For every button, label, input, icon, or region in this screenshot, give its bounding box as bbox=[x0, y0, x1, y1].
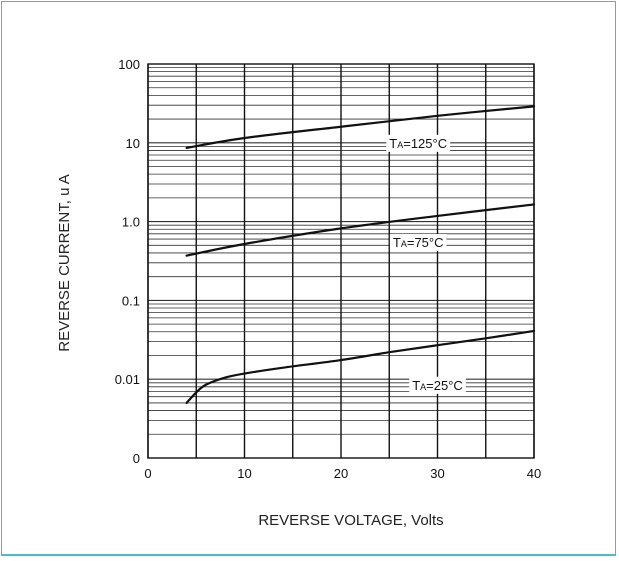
series-label-bg-2 bbox=[409, 376, 466, 394]
series-line-1 bbox=[185, 203, 536, 257]
y-tick-label: 0.1 bbox=[122, 293, 140, 308]
series-label-bg-0 bbox=[386, 134, 451, 152]
series-label-2: TA=25°C bbox=[412, 378, 463, 393]
series-label-tail: =125°C bbox=[403, 136, 447, 151]
x-axis-title: REVERSE VOLTAGE, Volts bbox=[258, 512, 443, 529]
y-tick-label: 100 bbox=[118, 57, 140, 72]
series-line-0 bbox=[185, 105, 536, 150]
series-label-subscript: A bbox=[397, 140, 403, 150]
series-label-main: T bbox=[389, 136, 397, 151]
y-tick-label: 0 bbox=[133, 451, 140, 466]
series-label-main: T bbox=[393, 235, 401, 250]
series-label-subscript: A bbox=[420, 382, 426, 392]
x-tick-label: 0 bbox=[144, 466, 151, 481]
plot-border bbox=[147, 63, 535, 459]
series-line-2 bbox=[185, 329, 536, 405]
y-tick-label: 10 bbox=[126, 136, 140, 151]
series-label-main: T bbox=[412, 378, 420, 393]
series-label-tail: =75°C bbox=[407, 235, 444, 250]
x-tick-label: 10 bbox=[237, 466, 251, 481]
series-label-1: TA=75°C bbox=[393, 235, 444, 250]
y-tick-label: 0.01 bbox=[115, 372, 140, 387]
x-tick-label: 40 bbox=[527, 466, 541, 481]
series-label-tail: =25°C bbox=[426, 378, 463, 393]
x-tick-label: 30 bbox=[430, 466, 444, 481]
series-label-bg-1 bbox=[389, 234, 447, 252]
series-label-0: TA=125°C bbox=[389, 136, 447, 151]
y-axis-title: REVERSE CURRENT, u A bbox=[56, 174, 73, 352]
series-label-subscript: A bbox=[401, 239, 407, 249]
x-tick-label: 20 bbox=[334, 466, 348, 481]
y-tick-label: 1.0 bbox=[122, 215, 140, 230]
